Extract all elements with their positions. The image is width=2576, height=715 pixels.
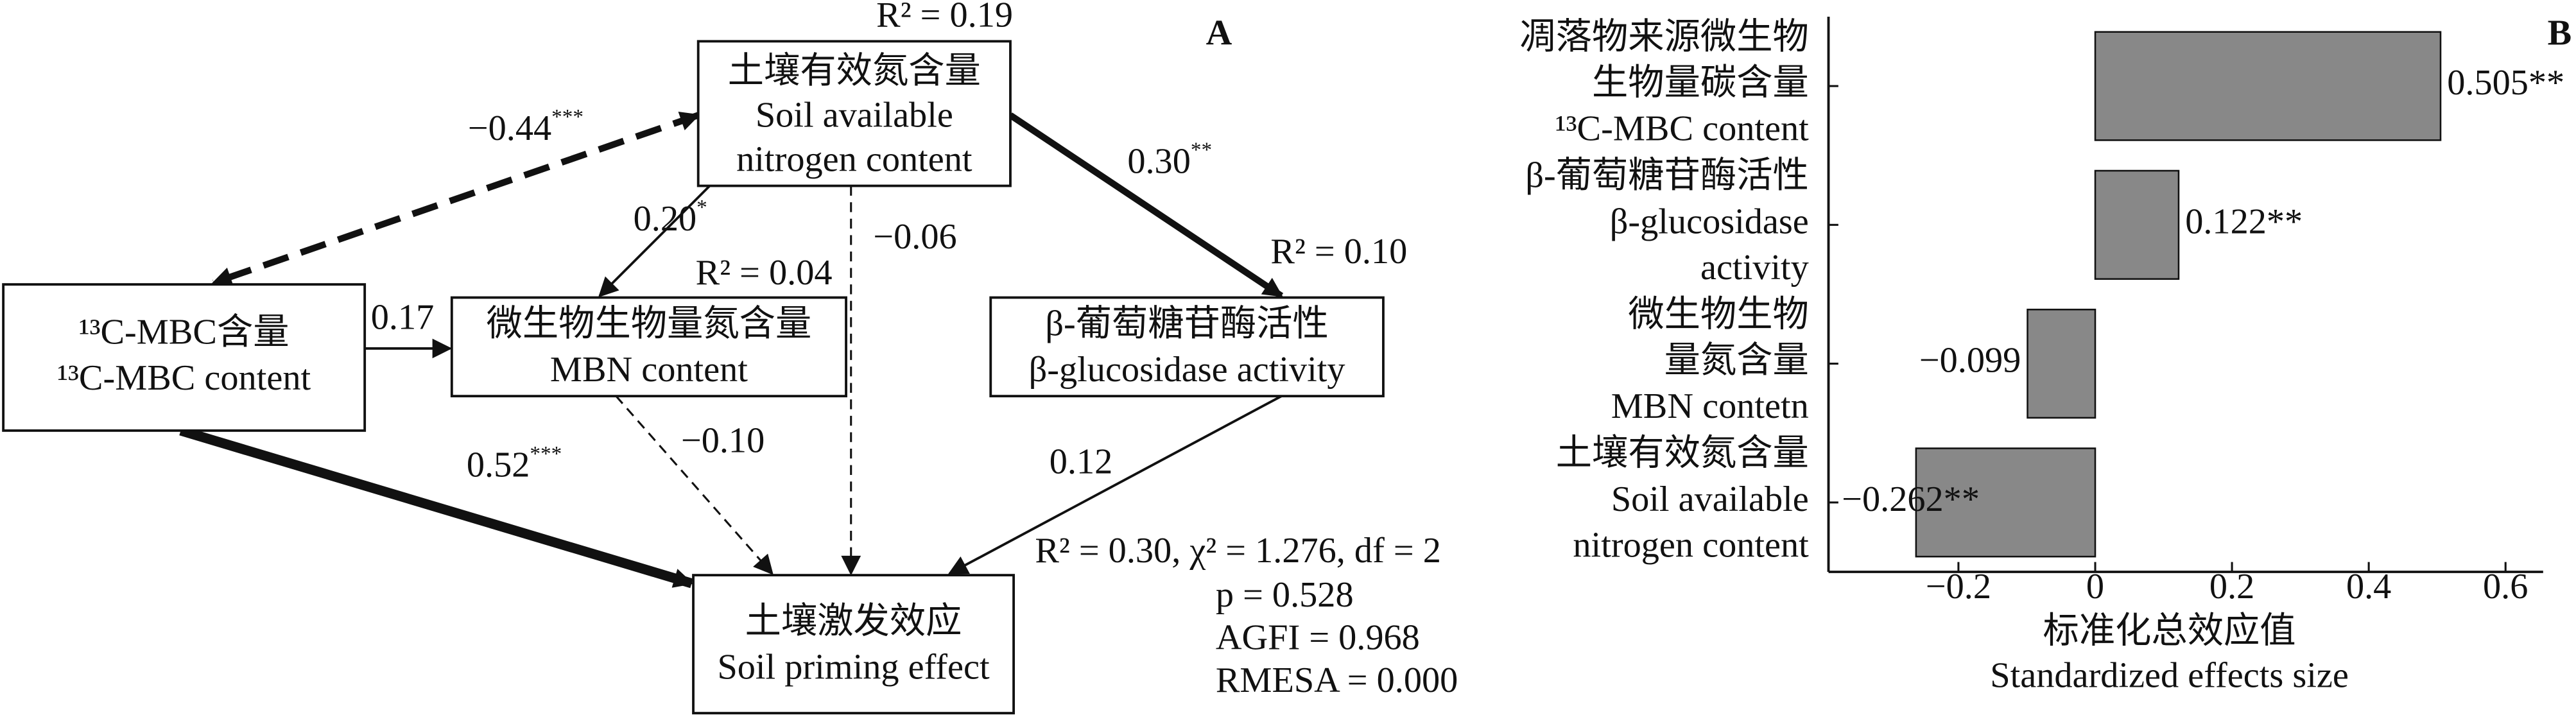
fit-statistic: AGFI = 0.968 — [1216, 617, 1420, 657]
node-label: Soil priming effect — [717, 647, 990, 687]
node-label: β-glucosidase activity — [1029, 350, 1345, 390]
value-label: −0.099 — [1919, 341, 2021, 381]
path-coefficient: 0.20* — [634, 195, 707, 239]
node-box — [2, 283, 367, 432]
path-coefficient: 0.12 — [1050, 442, 1113, 482]
path-arrow — [598, 185, 711, 298]
x-axis-label: 标准化总效应值 — [2043, 611, 2296, 651]
x-tick-label: 0.6 — [2483, 567, 2528, 607]
coefficient: 0.20 — [634, 199, 697, 239]
path-arrow — [179, 426, 694, 589]
category-label: 量氮含量 — [1664, 341, 1809, 381]
node-label: Soil available — [756, 96, 953, 135]
panel-label: B — [2548, 13, 2572, 53]
path-arrow — [615, 395, 774, 575]
category-label: 微生物生物 — [1628, 295, 1808, 334]
node-box — [450, 296, 847, 398]
coefficient: 0.52 — [467, 445, 530, 485]
path-arrow — [211, 112, 700, 287]
coefficient: 0.17 — [371, 297, 435, 337]
value-label: 0.505** — [2447, 63, 2564, 103]
node-label: ¹³C-MBC content — [57, 358, 311, 398]
category-label: nitrogen content — [1573, 525, 1809, 565]
path-coefficient: 0.17 — [371, 297, 435, 337]
value-label: 0.122** — [2185, 202, 2303, 241]
bar — [1915, 447, 2096, 558]
node-label: ¹³C-MBC含量 — [79, 312, 290, 352]
significance: ** — [1191, 137, 1212, 161]
path-coefficient: −0.10 — [681, 420, 765, 460]
category-label: activity — [1700, 248, 1809, 288]
r-squared: R² = 0.04 — [696, 253, 833, 293]
node-box — [692, 574, 1016, 715]
x-tick-label: 0.4 — [2346, 567, 2391, 607]
category-label: β-葡萄糖苷酶活性 — [1525, 156, 1808, 196]
fit-statistic: R² = 0.30, χ² = 1.276, df = 2 — [1035, 531, 1441, 571]
r-squared: R² = 0.19 — [876, 0, 1013, 35]
coefficient: −0.44 — [468, 108, 551, 148]
node-label: 微生物生物量氮含量 — [487, 304, 812, 344]
significance: *** — [530, 442, 562, 465]
r-squared: R² = 0.10 — [1270, 232, 1407, 271]
significance: * — [696, 195, 707, 219]
path-arrow — [1008, 112, 1284, 299]
category-label: 凋落物来源微生物 — [1519, 17, 1808, 56]
x-tick-label: 0 — [2086, 567, 2104, 607]
category-label: ¹³C-MBC content — [1555, 109, 1809, 149]
node-label: β-葡萄糖苷酶活性 — [1045, 304, 1328, 344]
category-label: MBN contetn — [1611, 386, 1809, 426]
path-coefficient: 0.30** — [1127, 137, 1212, 181]
node-label: 土壤有效氮含量 — [728, 51, 981, 90]
node-label: 土壤激发效应 — [745, 601, 962, 641]
path-coefficient: 0.52*** — [467, 442, 562, 485]
significance: *** — [551, 105, 583, 128]
x-tick-label: −0.2 — [1926, 567, 1991, 607]
value-label: −0.262** — [1842, 479, 1980, 519]
coefficient: 0.30 — [1127, 141, 1191, 181]
node-label: nitrogen content — [736, 140, 972, 180]
x-axis-label: Standardized effects size — [1990, 655, 2349, 695]
path-coefficient: −0.06 — [873, 217, 956, 257]
bar — [2027, 308, 2096, 419]
category-label: 土壤有效氮含量 — [1556, 433, 1809, 473]
node-label: MBN content — [550, 350, 748, 390]
bar — [2094, 31, 2442, 141]
category-label: 生物量碳含量 — [1592, 63, 1809, 103]
x-tick-label: 0.2 — [2209, 567, 2254, 607]
coefficient: 0.12 — [1050, 442, 1113, 482]
path-coefficient: −0.44*** — [468, 105, 583, 148]
node-box — [989, 296, 1385, 398]
coefficient: −0.06 — [873, 217, 956, 257]
category-label: Soil available — [1611, 479, 1809, 519]
category-label: β-glucosidase — [1610, 202, 1809, 241]
node-box — [696, 40, 1012, 187]
panel-label: A — [1206, 13, 1232, 53]
bar — [2094, 169, 2180, 280]
fit-statistic: p = 0.528 — [1216, 575, 1354, 615]
coefficient: −0.10 — [681, 420, 765, 460]
path-arrow — [947, 395, 1283, 575]
fit-statistic: RMESA = 0.000 — [1216, 660, 1458, 700]
